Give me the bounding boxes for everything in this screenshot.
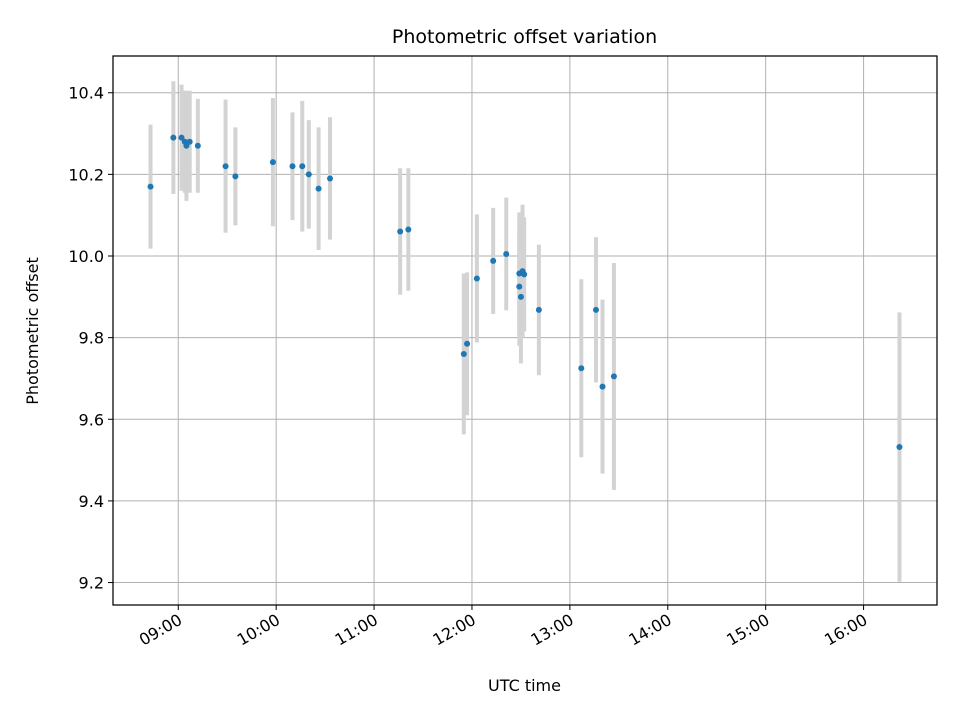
data-point: [269, 159, 276, 166]
data-point: [186, 138, 193, 145]
data-point: [535, 306, 542, 313]
data-point: [194, 142, 201, 149]
data-point: [473, 275, 480, 282]
data-point: [305, 171, 312, 178]
data-point: [896, 444, 903, 451]
x-axis-label: UTC time: [488, 676, 561, 695]
data-point: [299, 163, 306, 170]
data-points: [147, 134, 903, 451]
data-point: [610, 373, 617, 380]
plot-frame: [112, 55, 938, 606]
y-axis-label: Photometric offset: [23, 257, 42, 405]
data-point: [503, 250, 510, 257]
data-point: [327, 175, 334, 182]
y-tick-label: 10.0: [68, 247, 104, 266]
y-tick-label: 9.4: [79, 492, 104, 511]
y-tick-label: 10.2: [68, 165, 104, 184]
y-axis: 9.2 9.4 9.6 9.8 10.0 10.2 10.4: [68, 84, 113, 593]
y-tick-label: 9.6: [79, 410, 104, 429]
chart-title: Photometric offset variation: [392, 26, 657, 48]
data-point: [183, 142, 190, 149]
data-point: [232, 173, 239, 180]
data-point: [405, 226, 412, 233]
data-point: [170, 134, 177, 141]
data-point: [592, 306, 599, 313]
data-point: [289, 163, 296, 170]
data-point: [464, 340, 471, 347]
data-point: [315, 185, 322, 192]
y-tick-label: 10.4: [68, 84, 104, 103]
data-point: [578, 365, 585, 372]
data-point: [397, 228, 404, 235]
data-point: [516, 283, 523, 290]
y-tick-label: 9.2: [79, 574, 104, 593]
data-point: [599, 383, 606, 390]
y-tick-label: 9.8: [79, 329, 104, 348]
data-point: [147, 183, 154, 190]
data-point: [490, 257, 497, 264]
data-point: [517, 293, 524, 300]
data-point: [521, 271, 528, 278]
data-point: [460, 350, 467, 357]
data-point: [222, 163, 229, 170]
data-point: [178, 134, 185, 141]
